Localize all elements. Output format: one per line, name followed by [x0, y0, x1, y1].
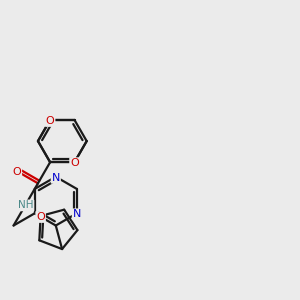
Text: O: O	[13, 167, 21, 177]
Text: O: O	[36, 212, 45, 222]
Text: N: N	[52, 173, 60, 183]
Text: NH: NH	[18, 200, 34, 210]
Text: O: O	[70, 158, 79, 168]
Text: O: O	[46, 116, 55, 126]
Text: N: N	[73, 209, 81, 219]
